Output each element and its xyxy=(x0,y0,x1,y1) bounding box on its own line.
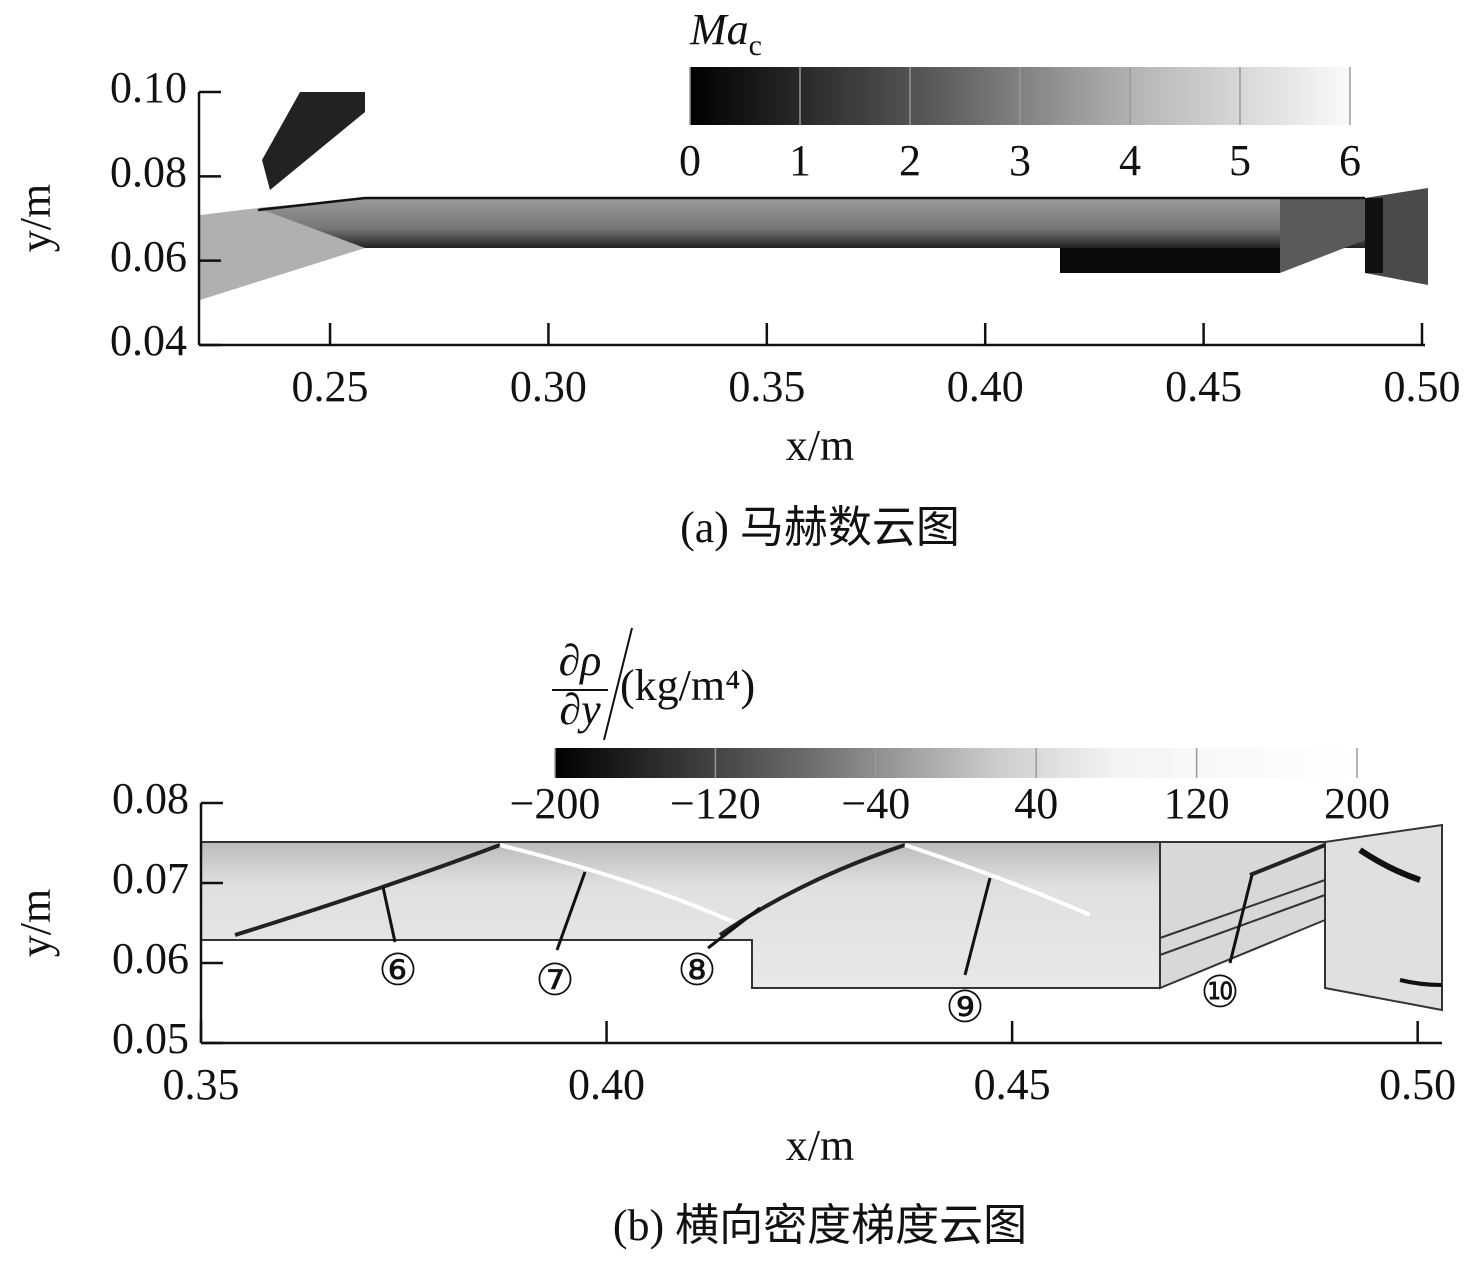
colorbar-label: Ma xyxy=(689,5,749,54)
colorbar-tick-label: 120 xyxy=(1164,779,1230,828)
caption: (a) 马赫数云图 xyxy=(680,503,960,552)
colorbar-tick-label: 4 xyxy=(1119,136,1141,185)
y-tick-label: 0.05 xyxy=(112,1014,189,1063)
x-axis-label: x/m xyxy=(786,1121,854,1170)
x-tick-label: 0.50 xyxy=(1379,1060,1456,1109)
colorbar-tick-label: 40 xyxy=(1014,779,1058,828)
colorbar-tick-label: 5 xyxy=(1229,136,1251,185)
annotation: ⑦ xyxy=(535,956,574,1005)
annotation: ⑨ xyxy=(945,983,984,1032)
x-tick-label: 0.45 xyxy=(1165,362,1242,411)
colorbar-tick-label: −200 xyxy=(510,779,601,828)
field-b xyxy=(200,823,1443,1012)
y-tick-label: 0.04 xyxy=(110,316,187,365)
colorbar-tick-label: −120 xyxy=(670,779,761,828)
colorbar-label: (kg/m⁴) xyxy=(620,661,755,710)
x-axis-label: x/m xyxy=(786,421,854,470)
x-tick-label: 0.35 xyxy=(163,1060,240,1109)
y-tick-label: 0.07 xyxy=(112,854,189,903)
colorbar xyxy=(555,748,1357,778)
x-tick-label: 0.45 xyxy=(974,1060,1051,1109)
y-axis-label: y/m xyxy=(11,184,60,252)
colorbar-tick-label: 0 xyxy=(679,136,701,185)
y-tick-label: 0.10 xyxy=(110,63,187,112)
colorbar-label: ∂y xyxy=(559,685,601,734)
colorbar-label-sub: c xyxy=(749,29,762,62)
colorbar-tick-label: 3 xyxy=(1009,136,1031,185)
x-tick-label: 0.35 xyxy=(728,362,805,411)
colorbar-tick-label: 6 xyxy=(1339,136,1361,185)
colorbar-label: Mac xyxy=(689,5,762,62)
x-tick-label: 0.50 xyxy=(1384,362,1461,411)
x-tick-label: 0.40 xyxy=(947,362,1024,411)
x-tick-label: 0.30 xyxy=(510,362,587,411)
y-tick-label: 0.06 xyxy=(110,232,187,281)
y-tick-label: 0.06 xyxy=(112,934,189,983)
colorbar-tick-label: 2 xyxy=(899,136,921,185)
y-axis-label: y/m xyxy=(11,889,60,957)
y-tick-label: 0.08 xyxy=(112,774,189,823)
caption: (b) 横向密度梯度云图 xyxy=(613,1201,1027,1250)
annotation: ⑧ xyxy=(677,946,716,995)
y-tick-label: 0.08 xyxy=(110,147,187,196)
colorbar-label: ∂ρ xyxy=(559,636,602,685)
slash xyxy=(603,627,633,741)
annotation: ⑥ xyxy=(378,946,417,995)
colorbar-tick-label: 200 xyxy=(1324,779,1390,828)
colorbar-tick-label: −40 xyxy=(841,779,910,828)
annotation: ⑩ xyxy=(1200,968,1239,1017)
colorbar-tick-label: 1 xyxy=(789,136,811,185)
field-a xyxy=(200,92,1428,300)
x-tick-label: 0.25 xyxy=(292,362,369,411)
x-tick-label: 0.40 xyxy=(568,1060,645,1109)
